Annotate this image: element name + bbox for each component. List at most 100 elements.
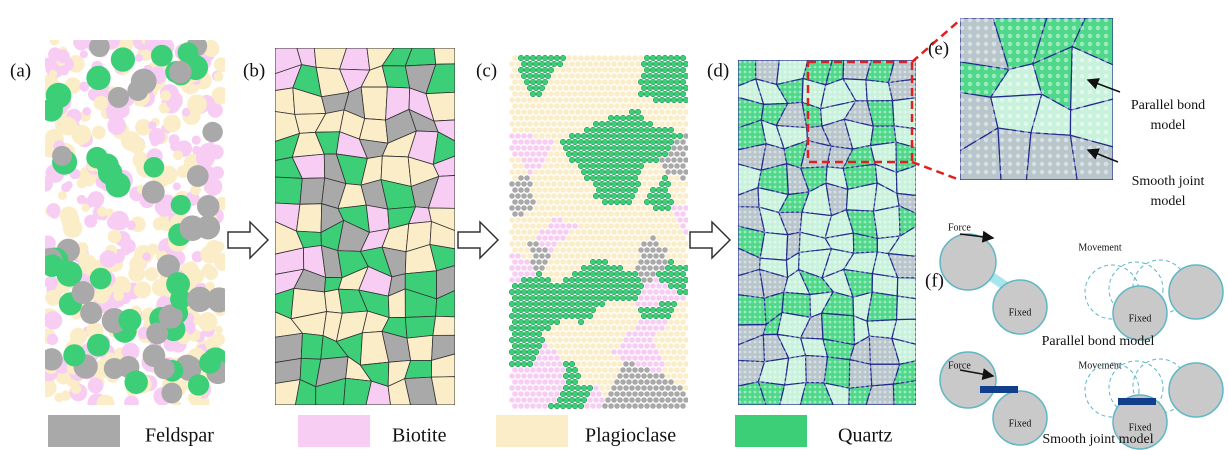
particle xyxy=(799,101,802,104)
particle xyxy=(864,86,867,89)
particle xyxy=(638,91,644,97)
particle xyxy=(869,181,872,184)
particle xyxy=(542,127,548,133)
particle xyxy=(644,91,650,97)
particle xyxy=(814,206,817,209)
particle xyxy=(764,166,767,169)
particle xyxy=(509,373,515,379)
particle xyxy=(854,126,857,129)
particle xyxy=(590,379,596,385)
particle xyxy=(599,337,605,343)
particle xyxy=(824,326,827,329)
particle xyxy=(759,76,762,79)
particle xyxy=(879,171,882,174)
particle xyxy=(844,396,847,399)
particle xyxy=(536,367,542,373)
particle xyxy=(518,187,524,193)
particle xyxy=(874,101,877,104)
particle xyxy=(575,253,581,259)
particle xyxy=(754,296,757,299)
particle xyxy=(879,351,882,354)
particle xyxy=(789,366,792,369)
particle xyxy=(641,205,647,211)
particle xyxy=(779,341,782,344)
particle xyxy=(914,321,917,324)
particle xyxy=(656,247,662,253)
particle xyxy=(829,111,832,114)
particle xyxy=(551,145,557,151)
particle xyxy=(608,331,614,337)
particle xyxy=(879,346,882,349)
particle xyxy=(894,71,897,74)
particle xyxy=(584,391,590,397)
particle xyxy=(879,261,882,264)
particle xyxy=(656,295,662,301)
particle xyxy=(884,381,887,384)
particle xyxy=(671,121,677,127)
particle xyxy=(650,271,656,277)
particle xyxy=(551,85,557,91)
particle xyxy=(754,401,757,404)
particle xyxy=(749,371,752,374)
particle xyxy=(824,81,827,84)
particle xyxy=(86,66,110,90)
particle xyxy=(754,156,757,159)
particle xyxy=(536,403,542,409)
particle xyxy=(829,236,832,239)
particle xyxy=(874,91,877,94)
particle xyxy=(662,403,668,409)
particle xyxy=(849,221,852,224)
particle xyxy=(569,265,575,271)
particle xyxy=(80,50,88,58)
particle xyxy=(632,391,638,397)
particle xyxy=(744,186,747,189)
particle xyxy=(804,346,807,349)
particle xyxy=(518,331,524,337)
particle xyxy=(769,286,772,289)
particle xyxy=(784,336,787,339)
particle xyxy=(779,221,782,224)
particle xyxy=(824,251,827,254)
particle xyxy=(799,256,802,259)
particle xyxy=(620,163,626,169)
particle xyxy=(884,351,887,354)
particle xyxy=(533,145,539,151)
particle xyxy=(804,106,807,109)
particle xyxy=(602,223,608,229)
particle xyxy=(844,201,847,204)
particle xyxy=(849,246,852,249)
particle xyxy=(909,301,912,304)
particle xyxy=(662,343,668,349)
particle xyxy=(623,265,629,271)
particle xyxy=(527,241,533,247)
particle xyxy=(569,145,575,151)
particle xyxy=(680,187,686,193)
particle xyxy=(789,81,792,84)
particle xyxy=(560,91,566,97)
particle xyxy=(530,55,536,61)
particle xyxy=(109,211,129,231)
particle xyxy=(909,361,912,364)
particle xyxy=(799,326,802,329)
particle xyxy=(632,271,638,277)
particle xyxy=(759,191,762,194)
particle xyxy=(819,226,822,229)
particle xyxy=(605,157,611,163)
particle xyxy=(744,316,747,319)
particle xyxy=(819,326,822,329)
particle xyxy=(889,356,892,359)
particle xyxy=(879,356,882,359)
particle xyxy=(754,131,757,134)
particle xyxy=(590,247,596,253)
particle xyxy=(909,221,912,224)
particle xyxy=(864,311,867,314)
particle xyxy=(593,265,599,271)
particle xyxy=(789,346,792,349)
particle xyxy=(869,256,872,259)
particle xyxy=(834,236,837,239)
particle xyxy=(533,325,539,331)
particle xyxy=(623,397,629,403)
particle xyxy=(593,85,599,91)
particle xyxy=(739,191,742,194)
particle xyxy=(874,241,877,244)
